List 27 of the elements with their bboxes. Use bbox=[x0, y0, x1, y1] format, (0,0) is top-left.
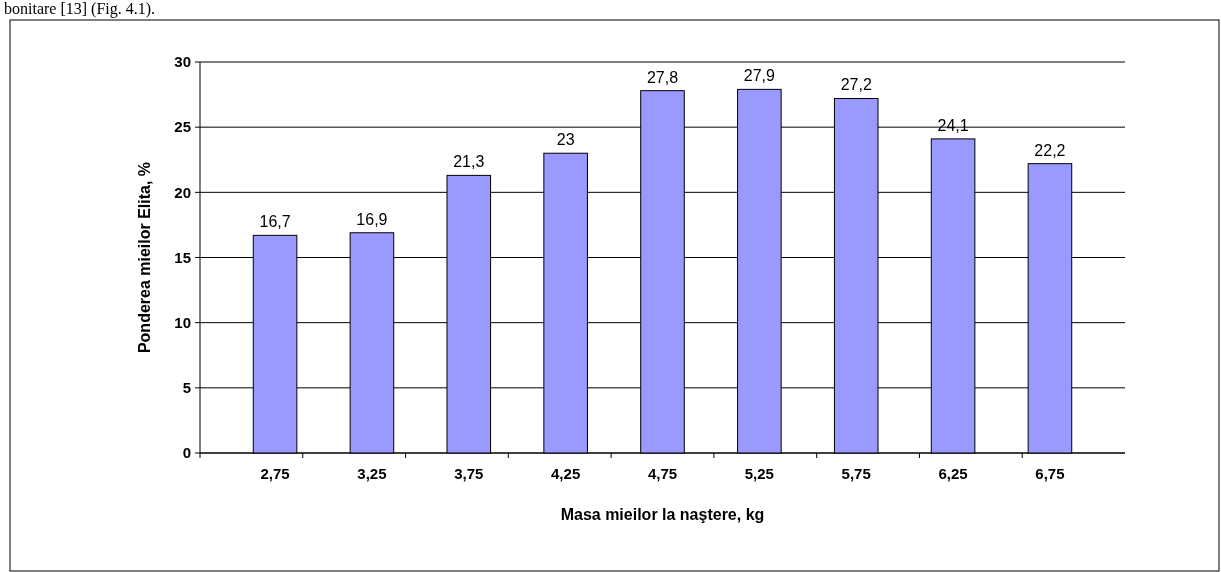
text: bonitare [13] (Fig. 4.1). bbox=[4, 0, 156, 18]
y-tick-label: 20 bbox=[174, 183, 191, 201]
data-label: 21,3 bbox=[453, 153, 485, 171]
data-label: 27,9 bbox=[743, 67, 776, 85]
y-tick-label: 15 bbox=[174, 248, 191, 266]
y-tick-label: 30 bbox=[174, 53, 191, 71]
data-label: 23 bbox=[556, 131, 575, 149]
data-label: 27,8 bbox=[646, 68, 679, 86]
data-label: 16,7 bbox=[259, 213, 291, 231]
y-tick-label: 0 bbox=[182, 444, 191, 462]
x-tick-label: 5,75 bbox=[841, 465, 871, 482]
x-axis-title: Masa mieilor la naştere, kg bbox=[560, 506, 765, 523]
y-tick-label: 5 bbox=[182, 379, 191, 397]
x-tick-label: 3,75 bbox=[454, 465, 484, 482]
x-tick-label: 3,25 bbox=[357, 465, 387, 482]
x-tick-label: 6,25 bbox=[938, 465, 968, 482]
y-axis-title: Ponderea mieilor Elita, % bbox=[136, 161, 153, 354]
y-tick-label: 25 bbox=[174, 118, 191, 136]
data-label: 22,2 bbox=[1034, 141, 1066, 159]
x-tick-label: 2,75 bbox=[260, 465, 290, 482]
data-label: 27,2 bbox=[840, 76, 872, 94]
y-tick-label: 10 bbox=[174, 313, 191, 331]
data-label: 16,9 bbox=[356, 210, 388, 228]
x-tick-label: 4,25 bbox=[551, 465, 581, 482]
x-tick-label: 6,75 bbox=[1035, 465, 1065, 482]
x-tick-label: 4,75 bbox=[647, 465, 678, 482]
x-tick-label: 5,25 bbox=[744, 465, 774, 482]
